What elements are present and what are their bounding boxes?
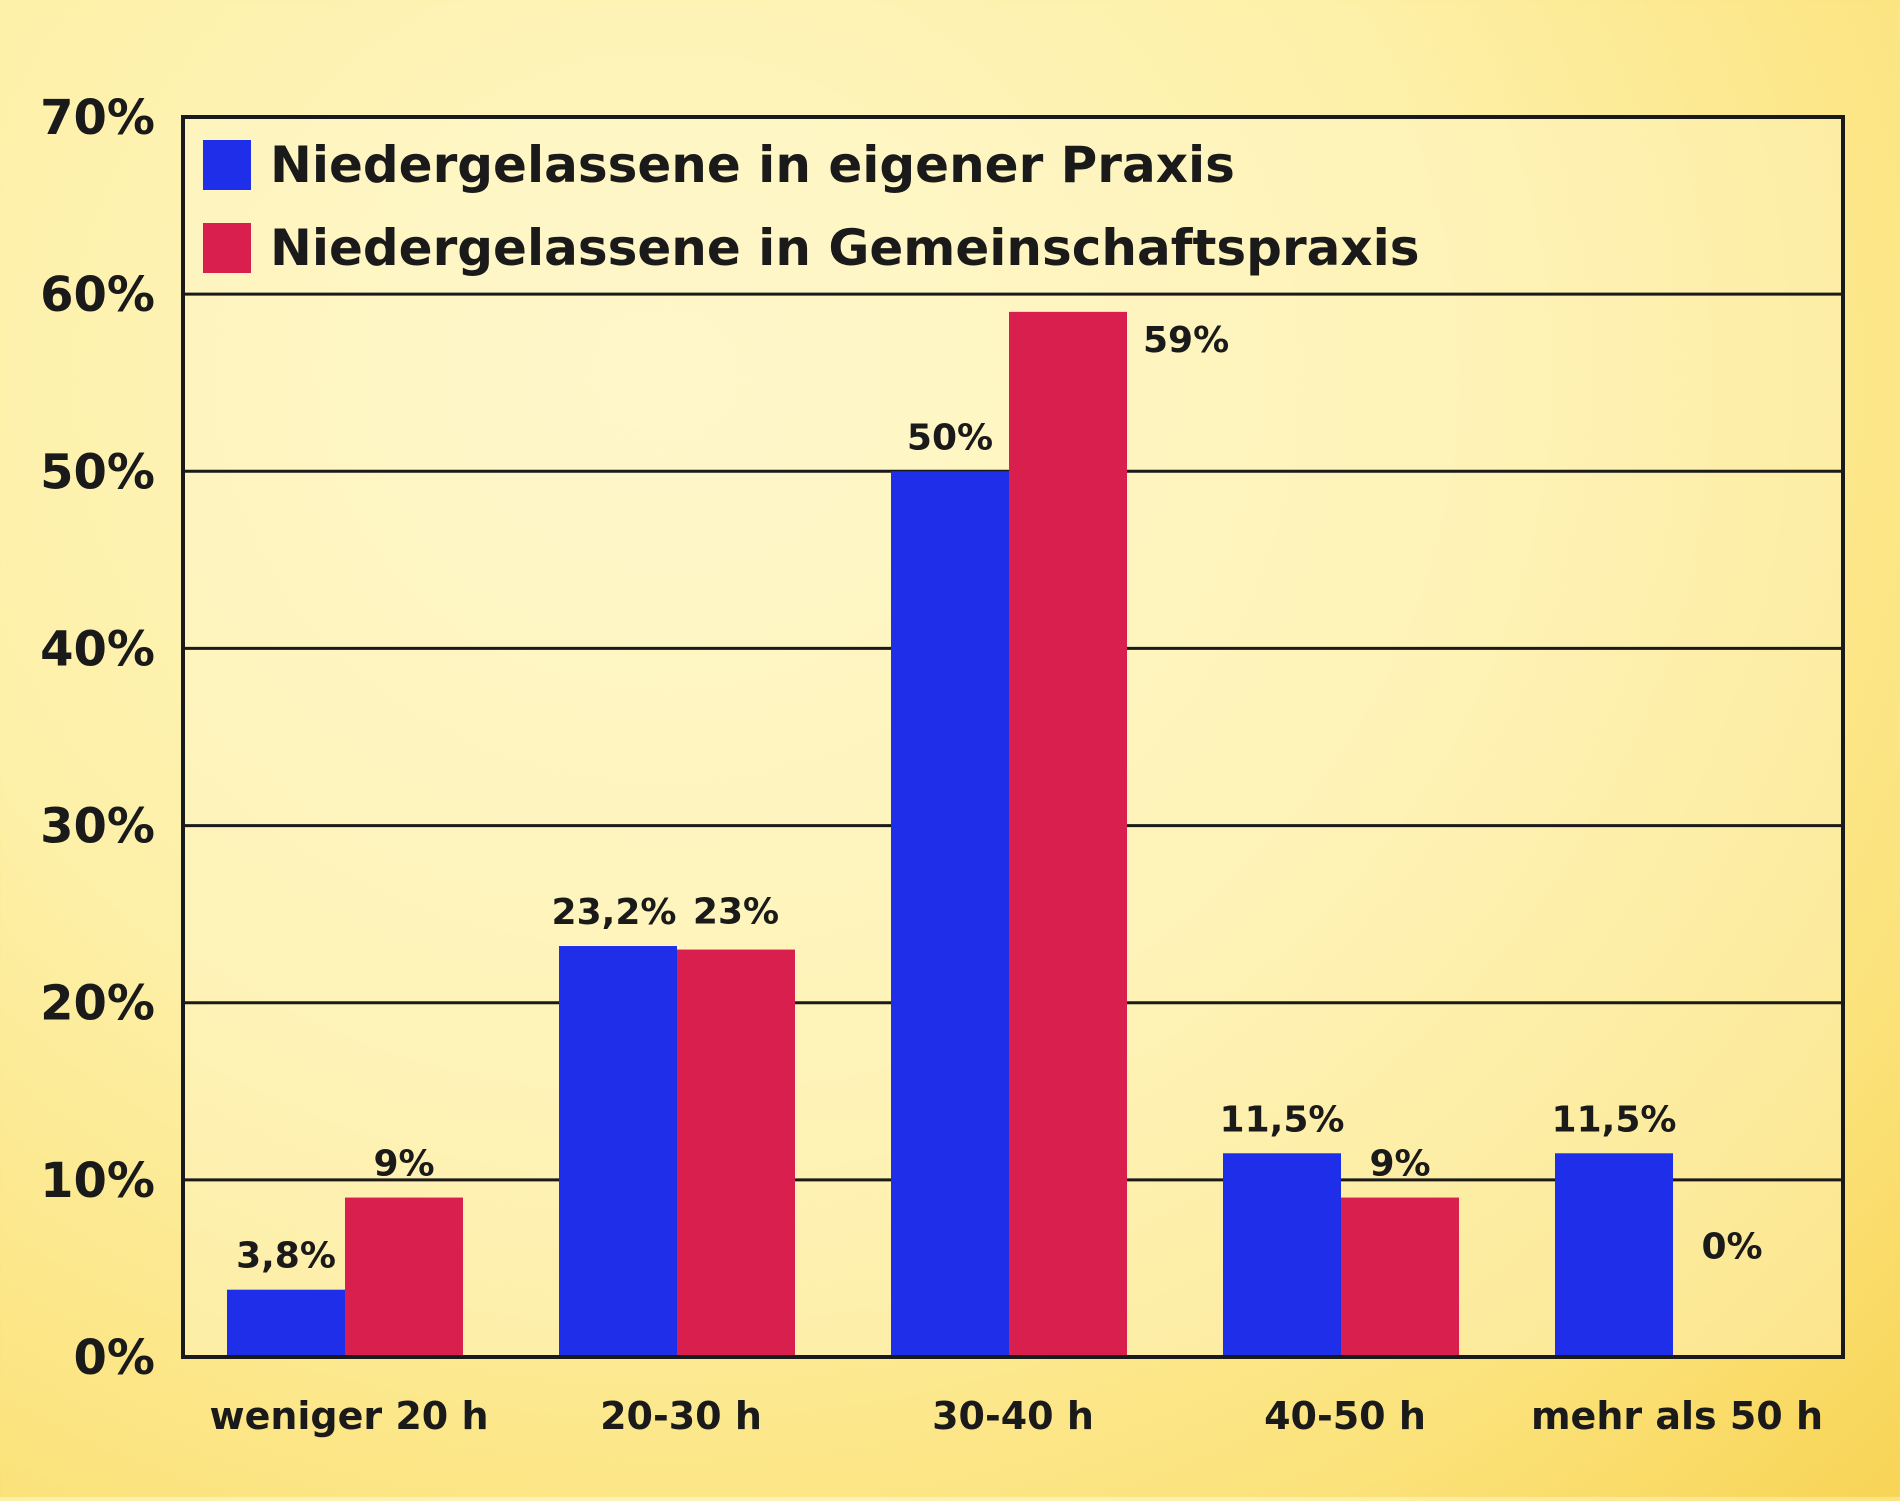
data-label: 11,5% (1220, 1099, 1345, 1140)
data-label: 9% (373, 1144, 434, 1185)
y-tick-label: 70% (40, 90, 155, 146)
data-label: 3,8% (236, 1236, 336, 1277)
legend-swatch (203, 223, 251, 273)
bar-series-2 (1341, 1197, 1459, 1357)
y-tick-label: 0% (74, 1330, 156, 1386)
bar-series-2 (1009, 311, 1127, 1357)
bar-series-1 (891, 471, 1009, 1357)
bar-series-1 (559, 946, 677, 1357)
data-label: 23% (693, 892, 779, 933)
x-tick-label: mehr als 50 h (1531, 1394, 1823, 1438)
data-label: 11,5% (1552, 1099, 1677, 1140)
data-labels: 3,8% 9% 23,2% 23% 50% 59% 11,5% 9% 11,5% 0% (236, 320, 1762, 1277)
bar-series-2 (345, 1197, 463, 1357)
x-tick-label: 30-40 h (932, 1394, 1094, 1438)
bars (227, 311, 1673, 1357)
bar-series-1 (227, 1289, 345, 1357)
data-label: 0% (1701, 1226, 1762, 1267)
axes: 0% 10% 20% 30% 40% 50% 60% 70% weniger 20 h 20-30… (40, 90, 1845, 1438)
x-tick-label: 40-50 h (1264, 1394, 1426, 1438)
y-tick-label: 20% (40, 976, 155, 1032)
data-label: 59% (1143, 320, 1229, 361)
y-tick-label: 60% (40, 267, 155, 323)
bar-series-1 (1223, 1153, 1341, 1357)
legend: Niedergelassene in eigener Praxis Niederg… (203, 136, 1420, 277)
data-label: 23,2% (552, 892, 677, 933)
legend-swatch (203, 140, 251, 190)
x-tick-label: 20-30 h (600, 1394, 762, 1438)
y-tick-label: 40% (40, 621, 155, 677)
data-label: 9% (1369, 1144, 1430, 1185)
y-tick-label: 10% (40, 1153, 155, 1209)
legend-label: Niedergelassene in Gemeinschaftspraxis (270, 219, 1420, 277)
data-label: 50% (907, 417, 993, 458)
legend-label: Niedergelassene in eigener Praxis (270, 136, 1235, 194)
y-tick-label: 30% (40, 799, 155, 855)
plot-frame (181, 115, 1845, 1359)
y-tick-label: 50% (40, 444, 155, 500)
bar-series-1 (1555, 1153, 1673, 1357)
x-tick-label: weniger 20 h (209, 1394, 488, 1438)
bar-series-2 (677, 949, 795, 1357)
